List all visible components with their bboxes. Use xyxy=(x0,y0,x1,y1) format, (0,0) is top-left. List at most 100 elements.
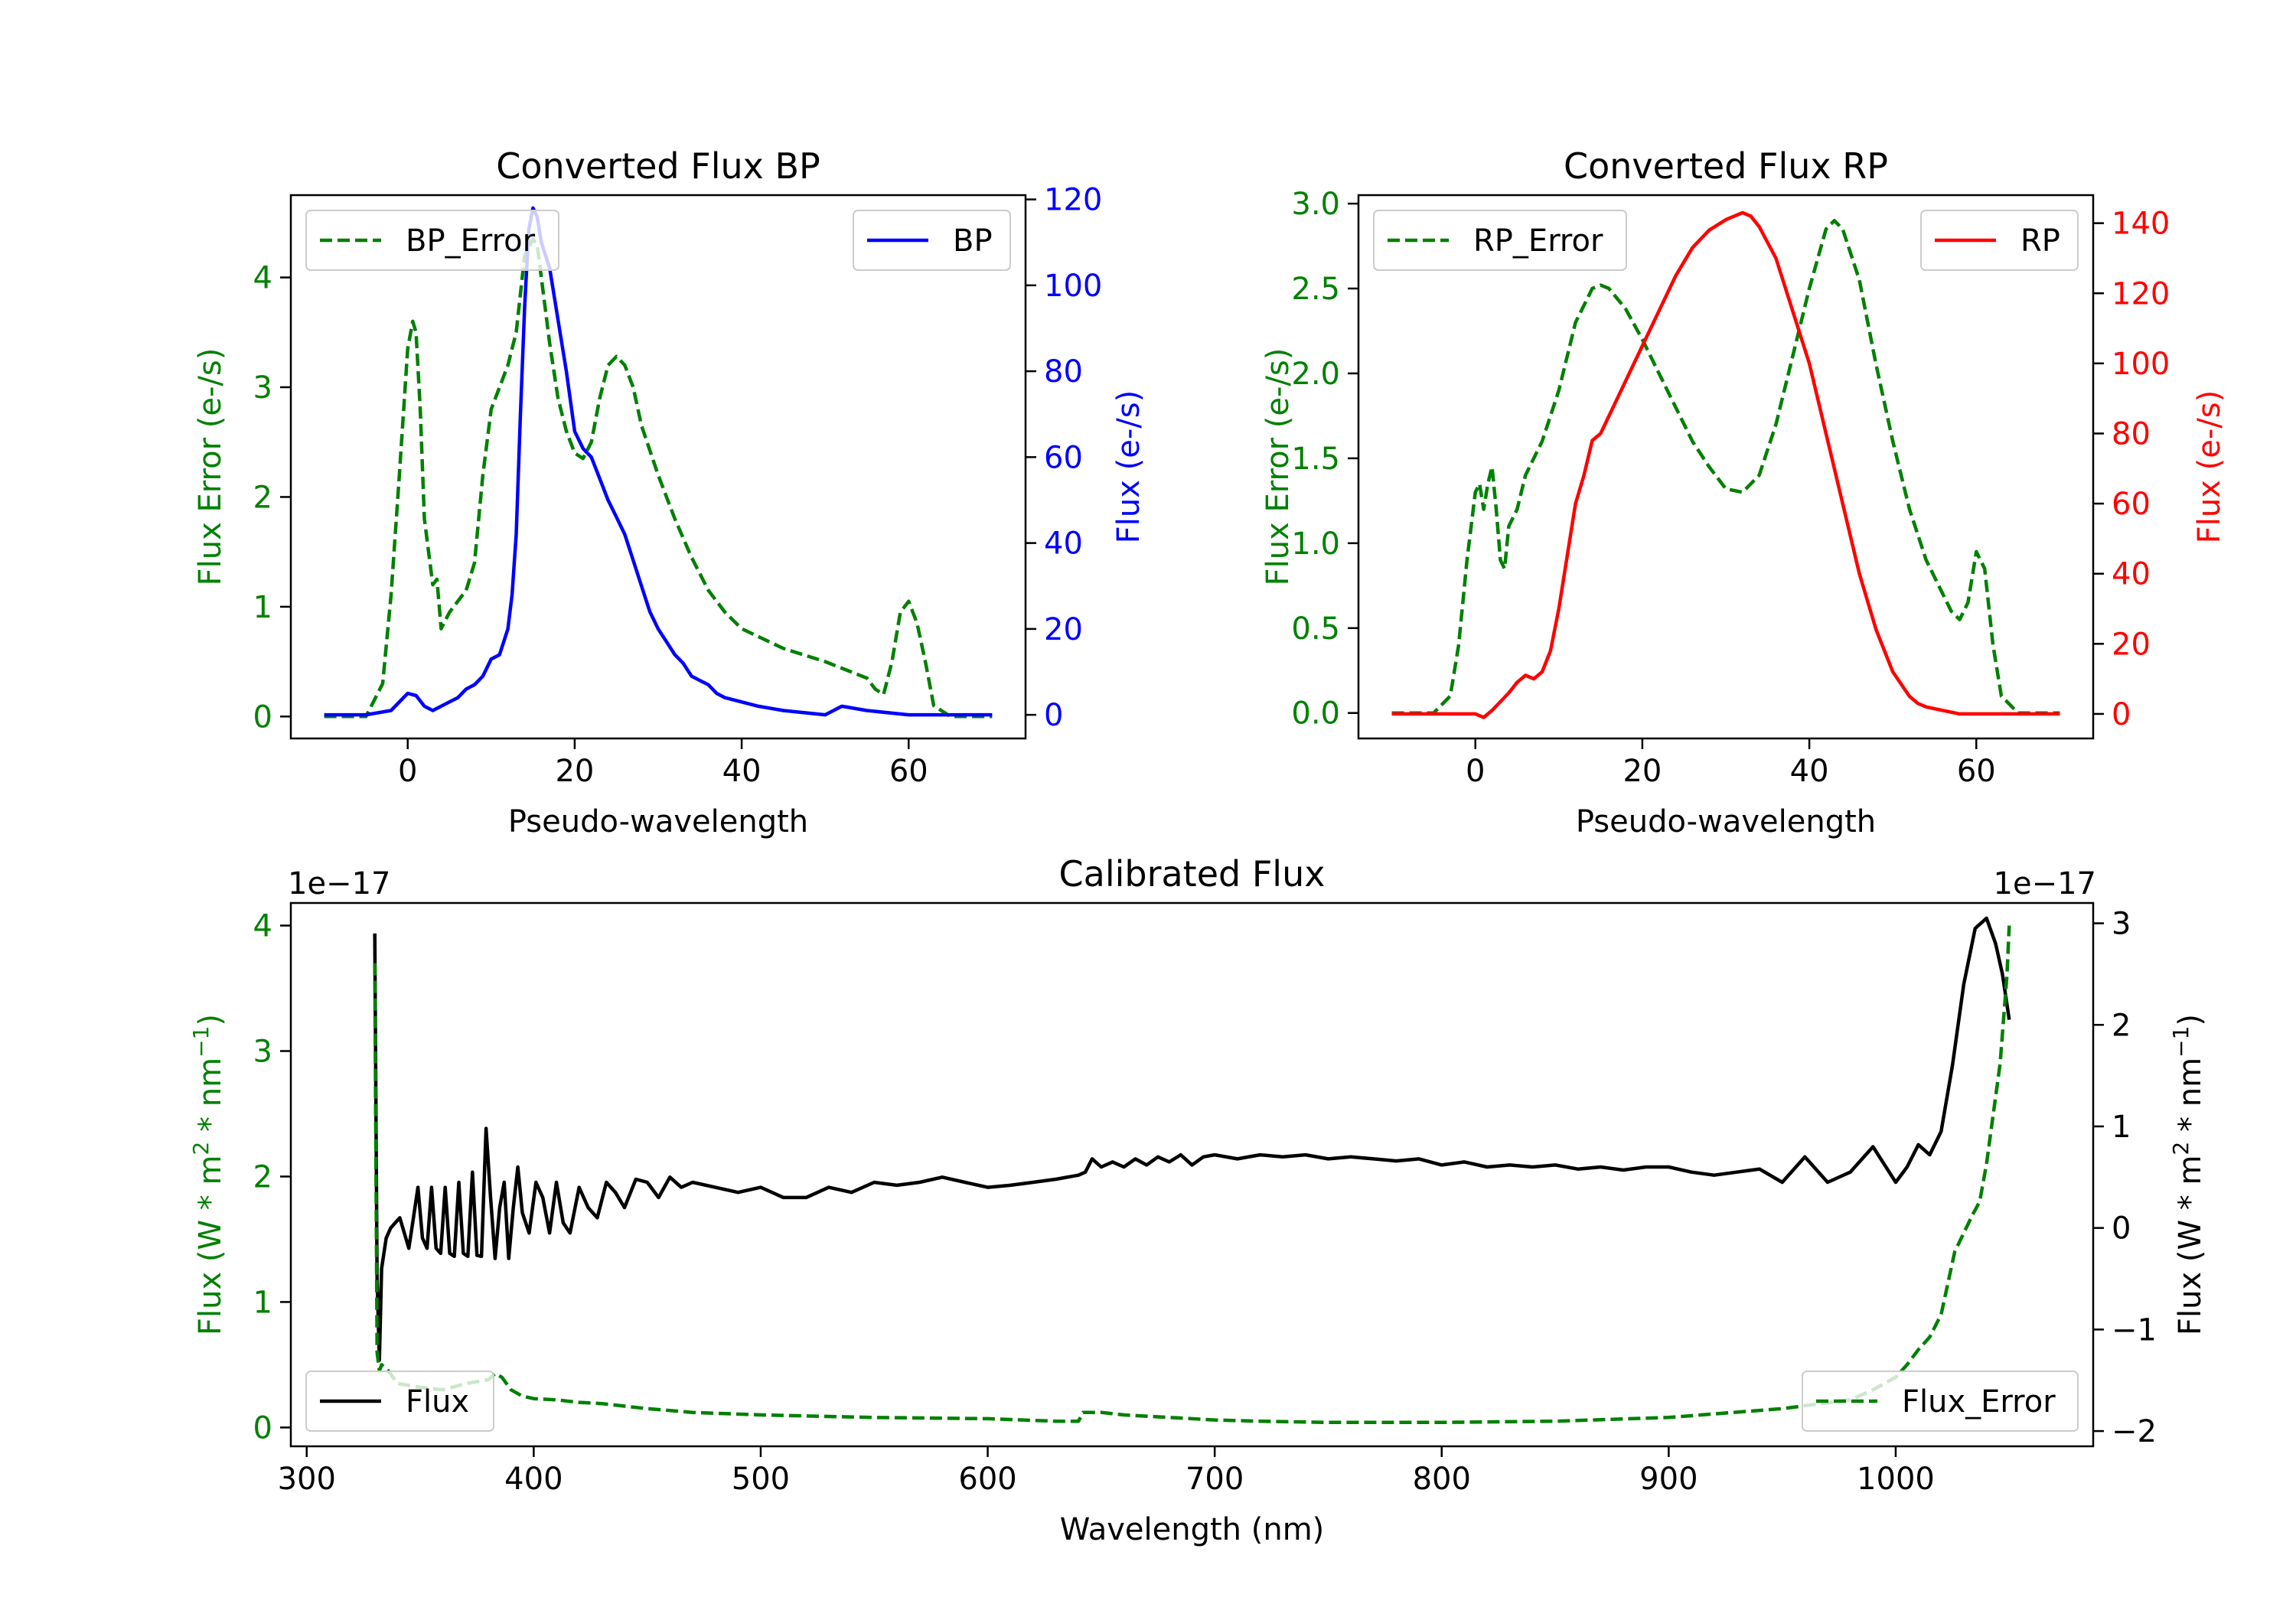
chart-title: Calibrated Flux xyxy=(1059,853,1326,895)
legend-rp: RP xyxy=(1920,210,2079,271)
y-label-sup: −1 xyxy=(188,1026,214,1058)
x-axis-label: Pseudo-wavelength xyxy=(508,804,808,839)
y-label-part: ) xyxy=(2173,1014,2208,1026)
plot-frame xyxy=(289,194,1027,740)
series-line-bp-error xyxy=(324,237,993,719)
y-label-part: ) xyxy=(193,1014,228,1026)
series-line-rp-error xyxy=(1391,219,2060,715)
legend-label: RP_Error xyxy=(1473,223,1603,259)
y-left-tick-label: 2 xyxy=(253,1159,272,1195)
x-tick-label: 40 xyxy=(1790,754,1829,789)
x-tick-label: 500 xyxy=(732,1462,790,1497)
y-left-tick-label: 1 xyxy=(253,1285,272,1320)
y-left-tick-label: 0.5 xyxy=(1291,611,1340,647)
legend-flux: Flux xyxy=(305,1371,494,1432)
y-right-tick-label: 2 xyxy=(2112,1008,2131,1043)
y-right-tick-label: 0 xyxy=(1044,698,1063,733)
x-tick-label: 700 xyxy=(1186,1462,1244,1497)
y-left-tick-label: 4 xyxy=(253,909,272,944)
y-right-tick-label: 20 xyxy=(1044,612,1083,647)
x-tick-label: 60 xyxy=(1957,754,1996,789)
x-tick-label: 1000 xyxy=(1857,1462,1935,1497)
y-right-tick-label: 80 xyxy=(2112,416,2151,451)
x-tick-label: 0 xyxy=(398,754,417,789)
legend-flux-error: Flux_Error xyxy=(1802,1371,2079,1432)
y-label-sup: −1 xyxy=(2168,1026,2193,1058)
y-right-tick-label: 3 xyxy=(2112,907,2131,942)
legend-label: Flux xyxy=(406,1384,469,1420)
series-line-rp xyxy=(1391,210,2060,719)
legend-box xyxy=(853,210,1011,271)
y-right-tick-label: 0 xyxy=(2112,1211,2131,1247)
x-tick-label: 800 xyxy=(1413,1462,1471,1497)
legend-label: RP xyxy=(2020,223,2060,259)
x-tick-label: 60 xyxy=(889,754,928,789)
y-left-tick-label: 2 xyxy=(253,480,272,515)
plot-frame xyxy=(289,901,2095,1448)
y-label-sup: 2 xyxy=(188,1142,214,1156)
y-left-axis-label: Flux Error (e-/s) xyxy=(193,348,228,586)
x-axis-label: Wavelength (nm) xyxy=(1060,1512,1325,1547)
x-tick-label: 300 xyxy=(278,1462,336,1497)
series-group xyxy=(1391,210,2060,719)
x-tick-label: 20 xyxy=(1623,754,1662,789)
x-tick-label: 900 xyxy=(1639,1462,1698,1497)
y-label-part: * nm xyxy=(2173,1058,2208,1142)
y-right-tick-label: 0 xyxy=(2112,697,2131,732)
y-left-tick-label: 0.0 xyxy=(1291,696,1340,732)
y-right-tick-label: 140 xyxy=(2112,207,2170,242)
y-left-tick-label: 0 xyxy=(253,1410,272,1446)
y-left-tick-label: 3 xyxy=(253,370,272,406)
y-right-tick-label: 60 xyxy=(2112,487,2151,522)
legend-bp: BP xyxy=(853,210,1011,271)
legend-rp-error: RP_Error xyxy=(1373,210,1627,271)
series-group xyxy=(324,206,993,719)
series-line-flux xyxy=(373,916,2011,1362)
y-right-tick-label: 40 xyxy=(1044,526,1083,562)
chart-title: Converted Flux BP xyxy=(496,145,820,187)
y-right-axis-label: Flux (e-/s) xyxy=(2192,390,2227,543)
y-left-tick-label: 0 xyxy=(253,699,272,735)
y-label-part: Flux (W * m xyxy=(193,1156,228,1335)
y-left-tick-label: 3.0 xyxy=(1291,187,1340,222)
y-right-tick-label: 120 xyxy=(2112,276,2170,311)
chart-panel-3: 300 400 500 600 700 800 900 1000 0 1 2 3 4 −2 −1 0 1 2 3 Ca… xyxy=(188,853,2208,1547)
y-left-tick-label: 1 xyxy=(253,590,272,625)
y-right-tick-label: 40 xyxy=(2112,557,2151,592)
x-tick-label: 0 xyxy=(1466,754,1485,789)
x-tick-label: 400 xyxy=(504,1462,563,1497)
y-left-tick-label: 1.5 xyxy=(1291,442,1340,477)
y-left-tick-label: 2.5 xyxy=(1291,272,1340,307)
plot-frame xyxy=(1357,194,2095,740)
chart-title: Converted Flux RP xyxy=(1564,145,1888,187)
offset-text-right: 1e−17 xyxy=(1994,866,2096,901)
legend-box xyxy=(1802,1371,2079,1432)
y-right-tick-label: −1 xyxy=(2112,1312,2157,1348)
y-right-tick-label: 1 xyxy=(2112,1110,2131,1145)
legend-box xyxy=(305,210,559,271)
y-left-tick-label: 2.0 xyxy=(1291,357,1340,392)
legend-label: BP_Error xyxy=(406,223,536,259)
legend-box xyxy=(1920,210,2079,271)
y-left-tick-label: 4 xyxy=(253,261,272,296)
series-line-bp xyxy=(324,206,993,717)
legend-bp-error: BP_Error xyxy=(305,210,559,271)
y-right-tick-label: 20 xyxy=(2112,627,2151,662)
legend-label: BP xyxy=(953,223,993,259)
chart-panel-2: 0 20 40 60 0.0 0.5 1.0 1.5 2.0 2.5 3.0 0 20 40 60 80 100… xyxy=(1261,145,2227,839)
y-right-tick-label: 100 xyxy=(2112,347,2170,382)
y-right-axis-label: Flux (e-/s) xyxy=(1111,390,1146,543)
y-left-tick-label: 1.0 xyxy=(1291,526,1340,562)
offset-text-left: 1e−17 xyxy=(288,866,390,901)
y-right-tick-label: 120 xyxy=(1044,183,1102,218)
y-left-axis-label: Flux Error (e-/s) xyxy=(1261,348,1296,586)
y-right-axis-label: Flux (W * m2 * nm−1) xyxy=(2168,1014,2208,1335)
y-right-tick-label: −2 xyxy=(2112,1414,2157,1449)
y-label-sup: 2 xyxy=(2168,1142,2193,1156)
y-label-part: * nm xyxy=(193,1058,228,1142)
y-right-tick-label: 80 xyxy=(1044,354,1083,390)
legend-box xyxy=(305,1371,494,1432)
